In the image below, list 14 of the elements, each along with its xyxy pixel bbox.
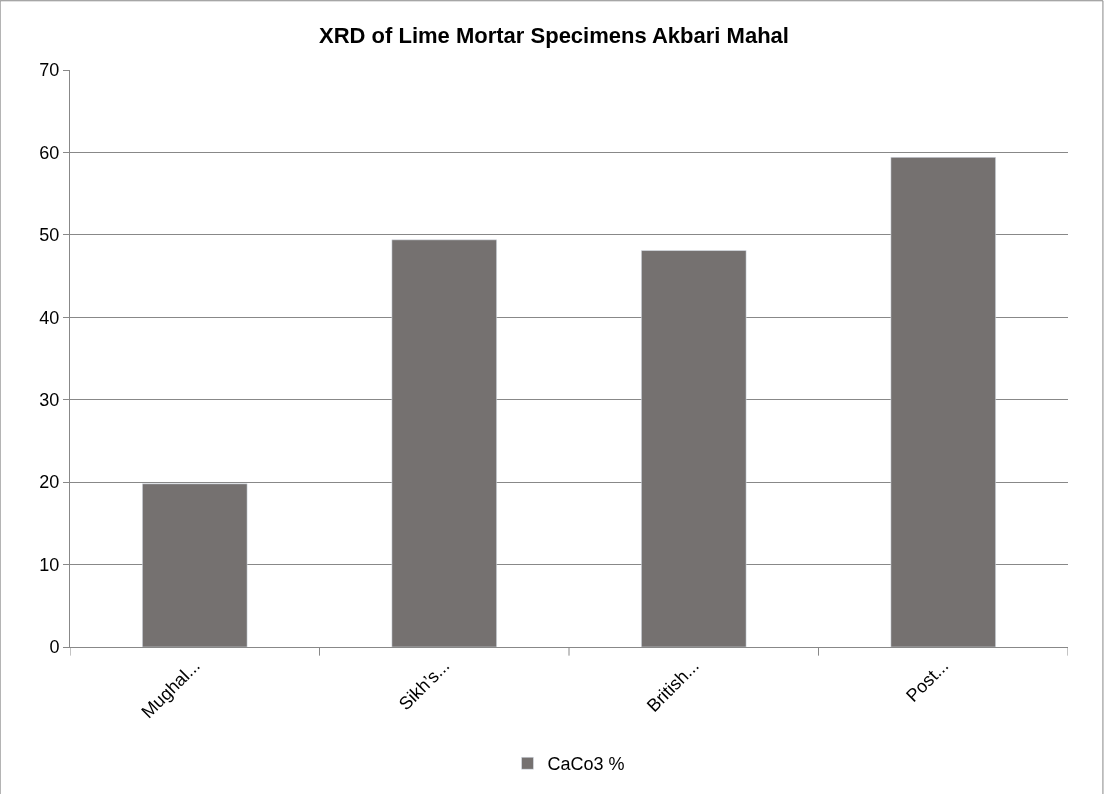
y-tick-label: 40 bbox=[39, 307, 60, 328]
legend-label: CaCo3 % bbox=[547, 754, 625, 775]
y-tick-label: 60 bbox=[39, 142, 60, 163]
y-tick-label: 50 bbox=[39, 225, 60, 246]
y-tick-label: 10 bbox=[39, 554, 60, 575]
chart-title: XRD of Lime Mortar Specimens Akbari Mahal bbox=[319, 23, 789, 49]
y-tick-label: 20 bbox=[39, 472, 60, 493]
bar bbox=[890, 157, 996, 647]
y-tick-label: 70 bbox=[39, 60, 60, 81]
bar bbox=[391, 239, 497, 647]
y-tick-label: 30 bbox=[39, 390, 60, 411]
bar bbox=[142, 483, 248, 647]
bar bbox=[641, 250, 747, 647]
y-tick-label: 0 bbox=[49, 637, 60, 658]
